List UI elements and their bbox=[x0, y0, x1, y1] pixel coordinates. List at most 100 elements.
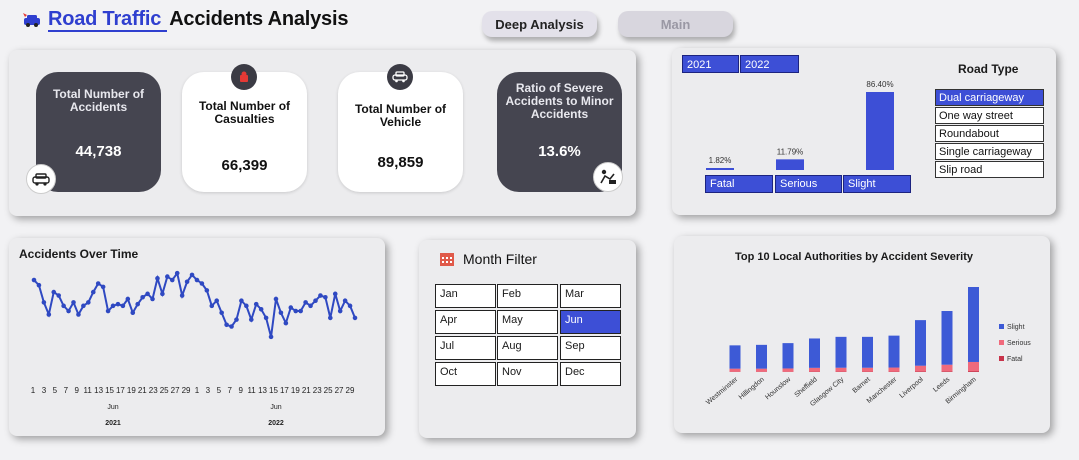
month-apr-button[interactable]: Apr bbox=[435, 310, 496, 334]
x-tick-label: 15 bbox=[105, 386, 114, 395]
month-aug-button[interactable]: Aug bbox=[497, 336, 558, 360]
injured-person-badge-icon bbox=[593, 162, 623, 192]
legend-swatch bbox=[999, 324, 1004, 329]
main-button[interactable]: Main bbox=[618, 11, 733, 37]
line-point bbox=[66, 308, 71, 314]
x-tick-label: 7 bbox=[228, 386, 233, 395]
year-label: 2022 bbox=[268, 420, 284, 427]
line-point bbox=[278, 310, 284, 316]
x-tick-label: 19 bbox=[127, 386, 136, 395]
year-2021-button[interactable]: 2021 bbox=[682, 55, 739, 73]
line-point bbox=[90, 289, 96, 295]
stacked-bar-serious bbox=[835, 367, 847, 372]
line-point bbox=[160, 291, 165, 297]
month-jan-button[interactable]: Jan bbox=[435, 284, 496, 308]
line-point bbox=[135, 301, 141, 307]
deep-analysis-button[interactable]: Deep Analysis bbox=[482, 11, 597, 37]
category-label: Hillingdon bbox=[738, 376, 766, 401]
line-point bbox=[150, 296, 155, 302]
x-tick-label: 1 bbox=[195, 386, 200, 395]
car-crash-icon bbox=[23, 12, 40, 27]
month-may-button[interactable]: May bbox=[497, 310, 558, 334]
x-tick-label: 23 bbox=[149, 386, 158, 395]
line-point bbox=[239, 298, 244, 303]
x-tick-label: 3 bbox=[206, 386, 211, 395]
road-type-dual-carriageway[interactable]: Dual carriageway bbox=[935, 89, 1044, 106]
stacked-bar-serious bbox=[888, 367, 900, 372]
road-type-slip-road[interactable]: Slip road bbox=[935, 161, 1044, 178]
line-point bbox=[328, 315, 333, 321]
severity-fatal-button[interactable]: Fatal bbox=[705, 175, 773, 193]
line-point bbox=[214, 298, 220, 303]
x-tick-label: 5 bbox=[217, 386, 222, 395]
month-nov-button[interactable]: Nov bbox=[497, 362, 558, 386]
kpi-label: Total Number of Accidents bbox=[52, 87, 145, 114]
severity-slight-button[interactable]: Slight bbox=[843, 175, 911, 193]
stacked-bar-slight bbox=[941, 311, 953, 365]
category-label: Manchester bbox=[866, 376, 899, 405]
road-type-single-carriageway[interactable]: Single carriageway bbox=[935, 143, 1044, 160]
stacked-bar-slight bbox=[915, 320, 926, 366]
x-tick-label: 25 bbox=[324, 386, 333, 395]
line-point bbox=[120, 303, 126, 309]
line-point bbox=[229, 324, 234, 329]
year-2022-button[interactable]: 2022 bbox=[740, 55, 799, 73]
stacked-bar-slight bbox=[809, 338, 820, 368]
car-icon bbox=[387, 64, 413, 90]
x-tick-label: 5 bbox=[53, 386, 58, 395]
kpi-value: 44,738 bbox=[75, 143, 122, 160]
line-point bbox=[169, 277, 175, 283]
x-tick-label: 3 bbox=[42, 386, 47, 395]
line-point bbox=[293, 308, 299, 314]
stacked-bar-slight bbox=[888, 335, 900, 368]
road-type-title: Road Type bbox=[958, 62, 1019, 76]
month-sep-button[interactable]: Sep bbox=[560, 336, 621, 360]
legend-label: Serious bbox=[1007, 340, 1031, 347]
kpi-label: Total Number of Vehicle bbox=[354, 102, 447, 129]
accidents-line-chart: 1 3 5 7 9 11 13 15 17 19 21 23 25 27 29 1 3 5 7 9 11 13 15 17 19… bbox=[31, 270, 358, 427]
line-point bbox=[337, 308, 343, 314]
line-point bbox=[318, 293, 323, 298]
stacked-bar-slight bbox=[782, 343, 794, 369]
month-label: Jun bbox=[270, 404, 281, 411]
month-jun-button[interactable]: Jun bbox=[560, 310, 621, 334]
road-type-roundabout[interactable]: Roundabout bbox=[935, 125, 1044, 142]
stacked-bar-slight bbox=[835, 336, 847, 368]
severity-serious-button[interactable]: Serious bbox=[775, 175, 842, 193]
severity-bar-label: 11.79% bbox=[777, 147, 804, 156]
line-point bbox=[140, 294, 145, 300]
stacked-bar-serious bbox=[941, 364, 953, 372]
line-point bbox=[100, 284, 106, 290]
category-label: Hounslow bbox=[764, 376, 793, 402]
line-point bbox=[155, 276, 160, 281]
month-feb-button[interactable]: Feb bbox=[497, 284, 558, 308]
month-oct-button[interactable]: Oct bbox=[435, 362, 496, 386]
stacked-bar-serious bbox=[968, 361, 979, 372]
line-point bbox=[332, 291, 338, 297]
line-point bbox=[308, 303, 313, 309]
line-point bbox=[31, 277, 37, 283]
month-filter-title: Month Filter bbox=[463, 251, 537, 267]
x-tick-label: 9 bbox=[238, 386, 243, 395]
stacked-bar-serious bbox=[915, 365, 926, 372]
year-label: 2021 bbox=[105, 420, 121, 427]
road-type-one-way-street[interactable]: One way street bbox=[935, 107, 1044, 124]
line-point bbox=[86, 300, 91, 305]
x-tick-label: 17 bbox=[280, 386, 289, 395]
x-tick-label: 7 bbox=[64, 386, 69, 395]
line-point bbox=[194, 277, 200, 283]
line-point bbox=[219, 310, 224, 316]
x-tick-label: 29 bbox=[182, 386, 191, 395]
legend-swatch bbox=[999, 356, 1004, 361]
x-tick-label: 13 bbox=[258, 386, 267, 395]
stacked-bar-fatal bbox=[968, 371, 979, 372]
category-label: Liverpool bbox=[899, 376, 926, 400]
month-jul-button[interactable]: Jul bbox=[435, 336, 496, 360]
line-point bbox=[46, 312, 52, 317]
stacked-bar-fatal bbox=[915, 371, 926, 372]
line-point bbox=[184, 279, 190, 285]
kpi-label: Total Number of Casualties bbox=[198, 99, 291, 126]
month-mar-button[interactable]: Mar bbox=[560, 284, 621, 308]
month-dec-button[interactable]: Dec bbox=[560, 362, 621, 386]
